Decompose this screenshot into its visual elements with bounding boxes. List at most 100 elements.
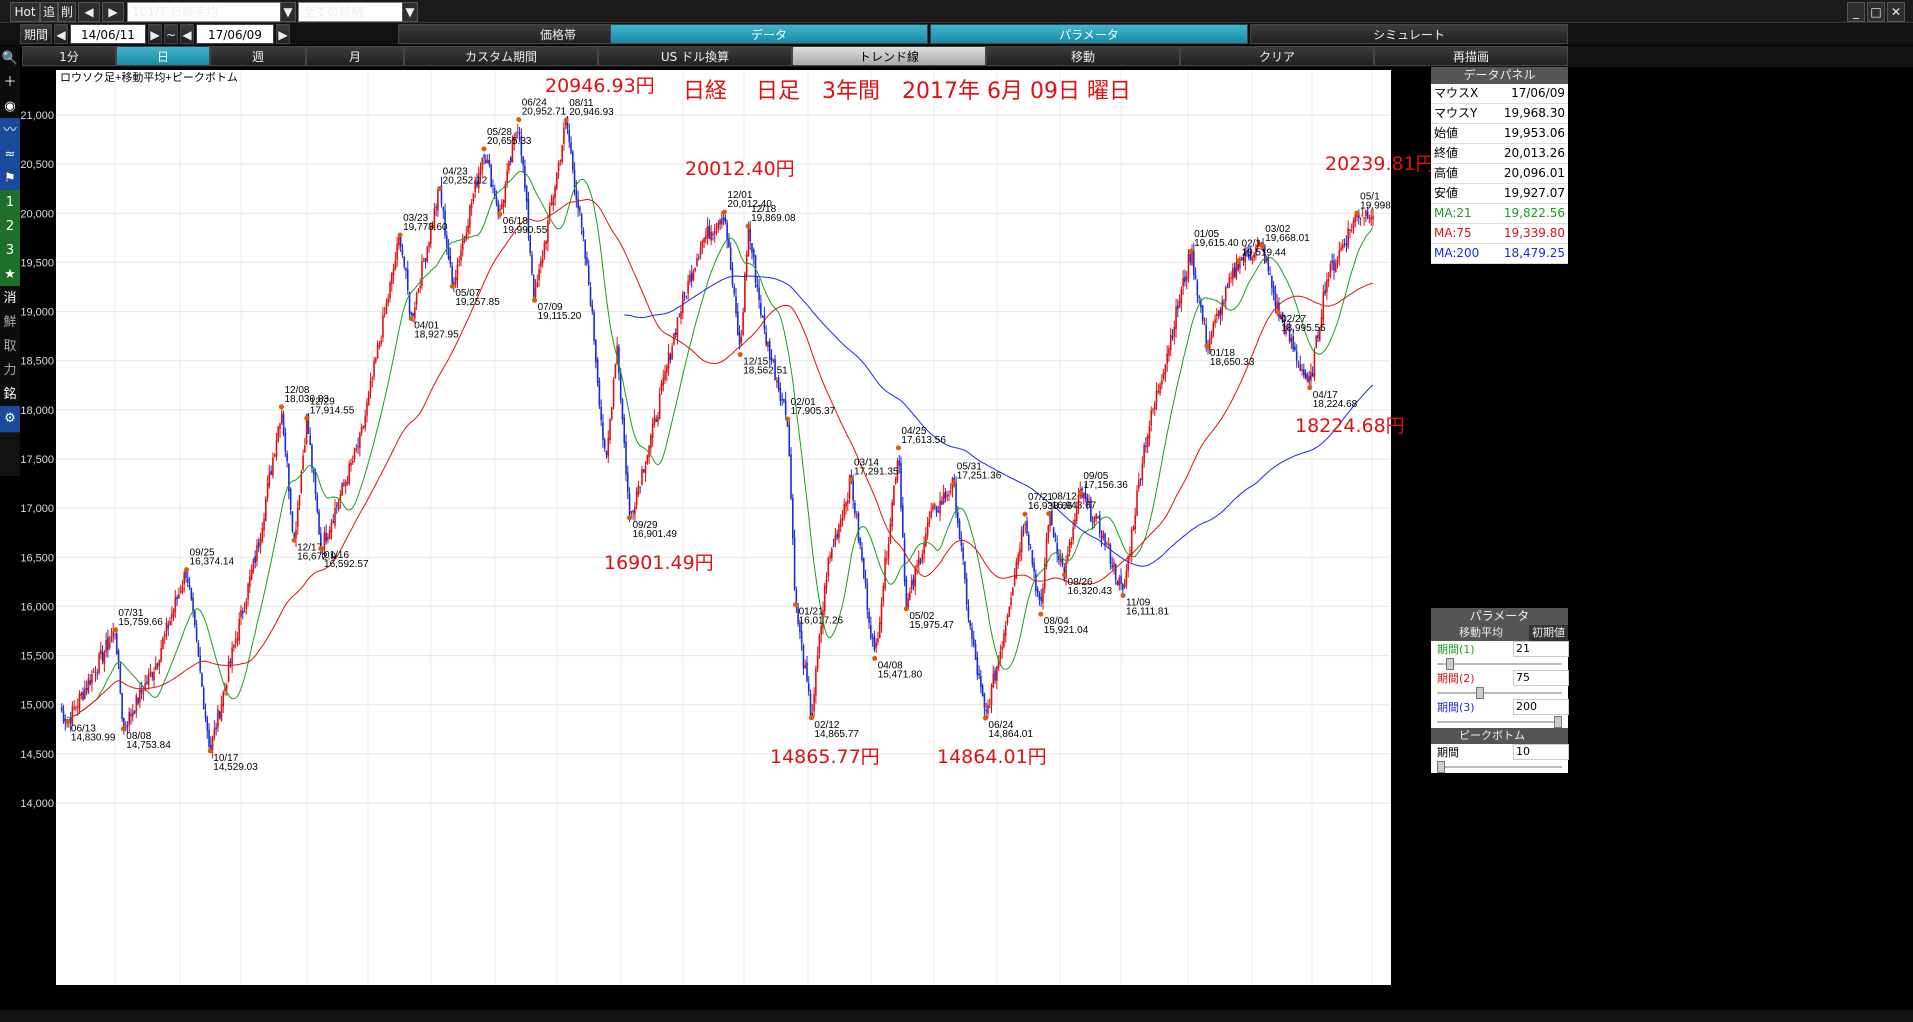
pb-period-slider-knob[interactable] [1437,761,1445,773]
date-from-field[interactable]: 14/06/11 [70,24,146,44]
next-arrow-icon[interactable]: ▶ [102,2,124,22]
candle-body [841,518,844,521]
interval-tab-0[interactable]: 1分 [22,46,116,66]
period-2-input[interactable]: 75 [1513,670,1569,686]
candle-body [343,483,345,485]
candle-body [133,710,136,714]
pb-period-slider[interactable] [1431,761,1568,773]
line-tool-icon[interactable]: 〰 [0,118,20,145]
close-icon[interactable]: ✕ [1887,2,1905,22]
candle-body [174,597,177,612]
interval-tab-4[interactable]: カスタム期間 [404,46,598,66]
gear-icon[interactable]: ⚙ [0,406,20,433]
candle-body [1185,275,1188,281]
candle-body [1013,575,1016,586]
period-1-slider[interactable] [1431,658,1568,670]
candle-body [272,457,274,476]
candle-body [1155,391,1158,403]
minimize-icon[interactable]: _ [1847,2,1865,22]
tab-3[interactable]: シミュレート [1250,24,1568,44]
candle-body [642,469,645,472]
erase-icon[interactable]: 消 [0,286,20,313]
candle-body [192,597,194,612]
period-1-slider-knob[interactable] [1446,658,1455,670]
candle-body [1191,250,1193,265]
candle-body [765,332,767,345]
candle-body [215,727,217,730]
crosshair-icon[interactable]: ＋ [0,70,20,97]
filter-dropdown-icon[interactable]: ▼ [402,2,418,22]
date-to-prev-icon[interactable]: ◀ [180,24,194,44]
candle-body [110,636,113,643]
date-to-field[interactable]: 17/06/09 [196,24,274,44]
candle-body [690,273,693,282]
ma-reset-button[interactable]: 初期値 [1529,625,1568,641]
symbol-field[interactable]: 101/T 日経平均 [127,2,283,22]
interval-tab-2[interactable]: 週 [210,46,306,66]
interval-tab-9[interactable]: 再描画 [1374,46,1568,66]
candle-body [463,236,466,243]
candle-body [820,626,822,635]
brand-icon[interactable]: 銘 [0,382,20,409]
interval-tab-3[interactable]: 月 [306,46,404,66]
period-3-input[interactable]: 200 [1513,699,1569,715]
filter-select[interactable]: 全ての銘柄 [298,2,404,22]
tab-2[interactable]: パラメータ [930,24,1248,44]
period-1-input[interactable]: 21 [1513,641,1569,657]
date-from-next-icon[interactable]: ▶ [148,24,162,44]
candle-body [1230,277,1232,279]
candle-body [261,527,264,542]
candle-body [543,242,546,257]
candle-body [882,585,885,602]
candle-body [607,437,610,457]
interval-tab-6[interactable]: トレンド線 [792,46,986,66]
interval-tab-8[interactable]: クリア [1180,46,1374,66]
candle-body [1095,514,1098,520]
period-2-slider[interactable] [1431,687,1568,699]
period-2-slider-knob[interactable] [1475,687,1484,699]
candle-body [556,172,558,189]
candle-body [1201,305,1204,322]
maximize-icon[interactable]: □ [1867,2,1885,22]
candle-body [536,282,539,288]
bottom-marker [532,297,538,303]
candle-body [1279,314,1282,319]
candle-body [458,260,461,263]
candle-body [1146,435,1149,447]
point-date-label: 08/11 [569,98,594,109]
period-3-slider[interactable] [1431,716,1568,728]
add-button[interactable]: 追 [40,2,58,22]
period-bar: 期間 ◀ 14/06/11 ▶ ~ ◀ 17/06/09 ▶ 価格帯 データ パラメ… [0,23,1913,45]
pb-period-input[interactable]: 10 [1513,744,1569,760]
interval-tab-5[interactable]: US ドル換算 [598,46,792,66]
candle-body [1075,507,1078,522]
prev-arrow-icon[interactable]: ◀ [78,2,100,22]
interval-tab-7[interactable]: 移動 [986,46,1180,66]
candle-body [1366,211,1369,219]
candle-body [351,460,354,463]
bottom-marker [65,718,71,724]
tab-1[interactable]: データ [610,24,928,44]
data-key: マウスY [1434,106,1478,120]
data-value: 20,013.26 [1503,146,1565,160]
candle-body [1107,544,1110,546]
date-from-prev-icon[interactable]: ◀ [54,24,68,44]
candle-body [1308,376,1310,383]
point-date-label: 09/25 [190,548,215,559]
candle-body [1235,261,1238,279]
hot-button[interactable]: Hot [10,2,40,22]
candle-body [431,225,434,228]
candle-body [857,512,860,541]
point-date-label: 06/13 [71,723,96,734]
peak-marker [278,404,284,410]
refresh-icon[interactable]: 鮮 [0,310,20,337]
symbol-dropdown-icon[interactable]: ▼ [280,2,296,22]
period-3-slider-knob[interactable] [1554,716,1562,728]
delete-button[interactable]: 削 [58,2,76,22]
bottom-marker [497,211,503,217]
date-to-next-icon[interactable]: ▶ [276,24,290,44]
bottom-marker [737,352,743,358]
candle-body [163,633,166,637]
x-tick-label: 17/06/08 [1352,991,1395,1003]
interval-tab-1[interactable]: 日 [116,46,210,66]
